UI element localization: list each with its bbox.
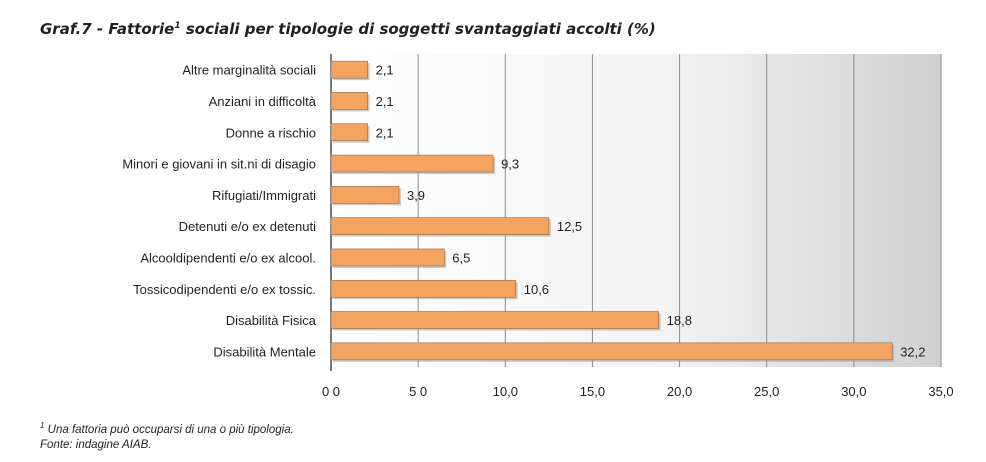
value-label: 18,8 <box>667 313 692 328</box>
bar <box>330 248 445 267</box>
value-label: 32,2 <box>900 344 925 359</box>
category-label: Anziani in difficoltà <box>209 94 317 109</box>
category-label: Disabilità Mentale <box>213 344 316 359</box>
value-label: 3,9 <box>407 188 425 203</box>
bar <box>330 279 517 298</box>
bar <box>330 217 550 235</box>
x-tick-label: 0 0 <box>322 384 340 399</box>
category-label: Rifugiati/Immigrati <box>212 188 316 203</box>
x-tick-label: 30,0 <box>841 384 866 399</box>
category-label: Donne a rischio <box>226 125 316 140</box>
source-note: Fonte: indagine AIAB. <box>40 438 152 451</box>
chart-title-footnote-marker: 1 <box>174 21 181 31</box>
bar <box>330 186 400 204</box>
footnote: 1 Una fattoria può occuparsi di una o pi… <box>40 418 294 438</box>
value-label: 6,5 <box>452 250 470 265</box>
value-label: 2,1 <box>376 125 394 140</box>
bar <box>330 60 368 79</box>
chart-title: Graf.7 - Fattorie1 sociali per tipologie… <box>40 20 656 38</box>
chart-notes: 1 Una fattoria può occuparsi di una o pi… <box>40 418 294 453</box>
value-label: 2,1 <box>376 94 394 109</box>
bar <box>330 123 368 142</box>
category-label: Minori e giovani in sit.ni di disagio <box>122 157 316 172</box>
value-label: 12,5 <box>557 219 582 234</box>
category-label: Altre marginalità sociali <box>182 63 316 78</box>
bar <box>330 342 893 361</box>
x-tick-label: 25,0 <box>754 384 779 399</box>
chart-title-main: Graf.7 - Fattorie <box>40 20 175 38</box>
category-label: Disabilità Fisica <box>226 313 317 328</box>
category-label: Detenuti e/o ex detenuti <box>179 219 316 234</box>
x-tick-label: 5 0 <box>409 384 427 399</box>
value-label: 2,1 <box>376 63 394 78</box>
category-label: Tossicodipendenti e/o ex tossic. <box>133 282 316 297</box>
bar <box>330 92 368 110</box>
bar <box>330 154 494 173</box>
x-tick-label: 15,0 <box>580 384 605 399</box>
bar <box>330 311 659 329</box>
category-label: Alcooldipendenti e/o ex alcool. <box>140 250 316 265</box>
chart-title-rest: sociali per tipologie di soggetti svanta… <box>180 20 656 38</box>
x-tick-label: 20,0 <box>667 384 692 399</box>
footnote-text: Una fattoria può occuparsi di una o più … <box>44 423 294 436</box>
value-label: 9,3 <box>501 157 519 172</box>
value-label: 10,6 <box>524 282 549 297</box>
x-tick-label: 35,0 <box>928 384 953 399</box>
footnote-marker: 1 <box>40 421 45 430</box>
x-tick-label: 10,0 <box>493 384 518 399</box>
